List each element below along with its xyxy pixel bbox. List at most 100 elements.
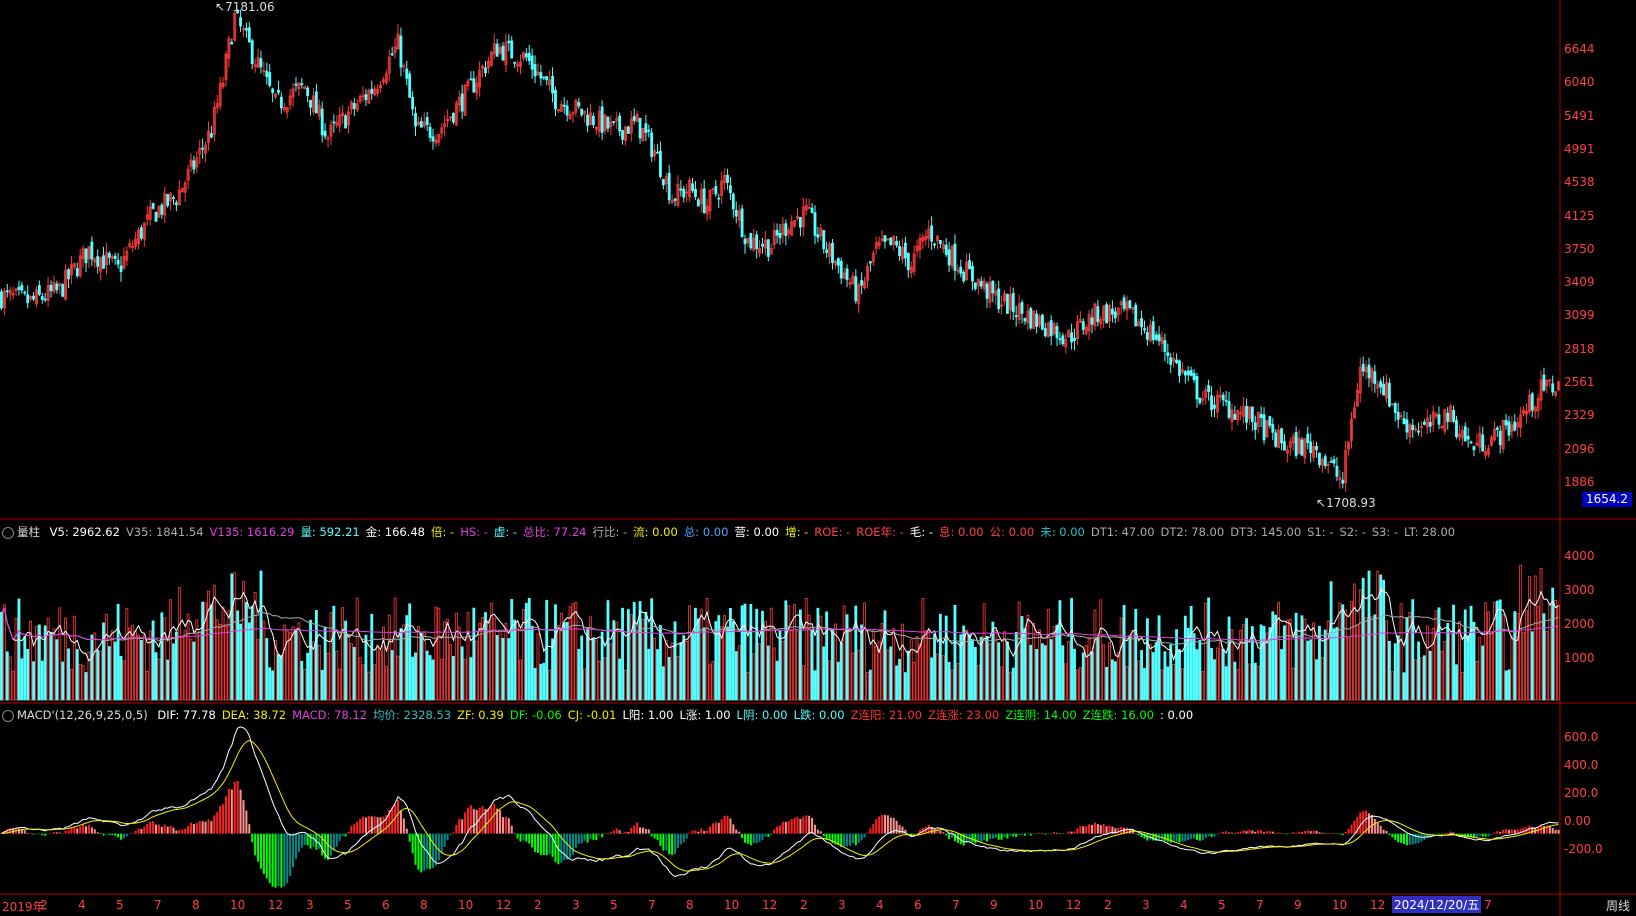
macd-bar — [1207, 833, 1210, 837]
macd-bar — [1330, 833, 1333, 834]
volume-bar — [679, 642, 683, 701]
candle-body — [670, 200, 674, 204]
macd-bar — [799, 818, 802, 834]
candle-body — [1140, 318, 1143, 328]
candle-body — [209, 133, 213, 138]
volume-bar — [177, 587, 181, 701]
candle-body — [574, 99, 578, 113]
volume-bar — [661, 666, 665, 701]
macd-bar — [114, 833, 117, 836]
candle-body — [349, 101, 353, 110]
macd-bar — [143, 826, 146, 834]
candle-body — [1490, 436, 1493, 446]
volume-bar — [390, 650, 394, 701]
period-label[interactable]: 周线 — [1605, 899, 1630, 913]
candle-body — [195, 157, 199, 168]
candle-body — [1358, 367, 1362, 394]
indicator-value: ZF: 0.39 — [457, 708, 504, 722]
macd-bar — [99, 832, 102, 834]
candle-body — [1099, 319, 1103, 325]
indicator-value: HS: - — [460, 525, 488, 539]
candle-body — [1498, 430, 1502, 446]
macd-bar — [1470, 833, 1473, 838]
candle-body — [134, 238, 138, 247]
macd-bar — [1055, 832, 1059, 834]
indicator-settings-icon[interactable] — [2, 709, 14, 722]
candle-body — [1192, 373, 1196, 381]
indicator-value: 总比: 77.24 — [523, 525, 587, 539]
axis-tick-label: 0.00 — [1564, 814, 1591, 828]
volume-bar — [230, 573, 234, 701]
macd-bar — [875, 819, 878, 834]
macd-bar — [9, 828, 12, 834]
macd-bar — [493, 803, 496, 834]
candle-body — [1466, 435, 1470, 440]
candle-body — [212, 107, 216, 135]
indicator-value: 金: 166.48 — [365, 525, 425, 539]
macd-bar — [577, 833, 580, 844]
candle-body — [198, 147, 202, 155]
candle-body — [1548, 379, 1552, 382]
volume-bar — [1548, 603, 1552, 701]
macd-bar — [723, 815, 726, 834]
candle-body — [1262, 414, 1266, 441]
volume-bar — [699, 608, 703, 701]
axis-tick-label: 3000 — [1564, 583, 1595, 597]
macd-bar — [752, 833, 755, 844]
macd-bar — [1432, 833, 1435, 836]
candle-body — [1076, 321, 1079, 340]
macd-bar — [364, 817, 367, 834]
volume-bar — [422, 631, 426, 701]
candle-body — [1131, 306, 1135, 310]
macd-bar — [816, 829, 819, 834]
macd-bar — [227, 788, 230, 834]
candle-body — [790, 221, 794, 236]
macd-bar — [644, 829, 647, 834]
volume-bar — [659, 625, 662, 701]
volume-bar — [507, 638, 511, 701]
macd-bar — [918, 830, 921, 834]
macd-bar — [490, 806, 493, 834]
axis-tick-label: 4991 — [1564, 141, 1595, 156]
volume-bar — [1154, 642, 1158, 701]
candle-body — [1323, 456, 1327, 466]
volume-bar — [1399, 603, 1403, 701]
macd-bar — [385, 815, 388, 834]
volume-bar — [1032, 622, 1036, 701]
candle-body — [148, 206, 152, 221]
candle-body — [1522, 409, 1525, 414]
macd-bar — [650, 833, 653, 837]
candle-body — [1227, 400, 1231, 418]
volume-bar — [731, 621, 735, 701]
volume-indicator-name[interactable]: 量柱 — [17, 525, 40, 539]
macd-bar — [487, 808, 490, 834]
volume-bar — [148, 630, 152, 701]
volume-bar — [320, 669, 324, 701]
candle-body — [784, 223, 788, 236]
high-annotation: ↖7181.06 — [215, 0, 275, 14]
macd-bar — [951, 833, 954, 838]
macd-bar — [414, 833, 417, 865]
indicator-value: DF: -0.06 — [509, 708, 562, 722]
macd-bar — [458, 818, 461, 834]
candle-body — [501, 45, 505, 61]
volume-bar — [1268, 627, 1272, 701]
candle-body — [1119, 301, 1123, 305]
macd-bar — [974, 833, 977, 844]
macd-bar — [1408, 833, 1411, 845]
volume-bar — [338, 668, 342, 701]
volume-bar — [294, 630, 298, 701]
volume-bar — [1539, 568, 1543, 701]
macd-bar — [399, 810, 402, 834]
time-axis-label: 7 — [1484, 898, 1492, 912]
volume-bar — [968, 634, 971, 701]
macd-bar — [1458, 833, 1461, 836]
volume-bar — [1452, 604, 1455, 701]
indicator-settings-icon[interactable] — [2, 526, 14, 539]
axis-tick-label: 3750 — [1564, 241, 1595, 256]
candle-body — [688, 179, 692, 197]
macd-indicator-name[interactable]: MACD'(12,26,9,25,0,5) — [17, 708, 148, 722]
macd-bar — [475, 809, 478, 834]
candle-body — [1143, 328, 1146, 331]
